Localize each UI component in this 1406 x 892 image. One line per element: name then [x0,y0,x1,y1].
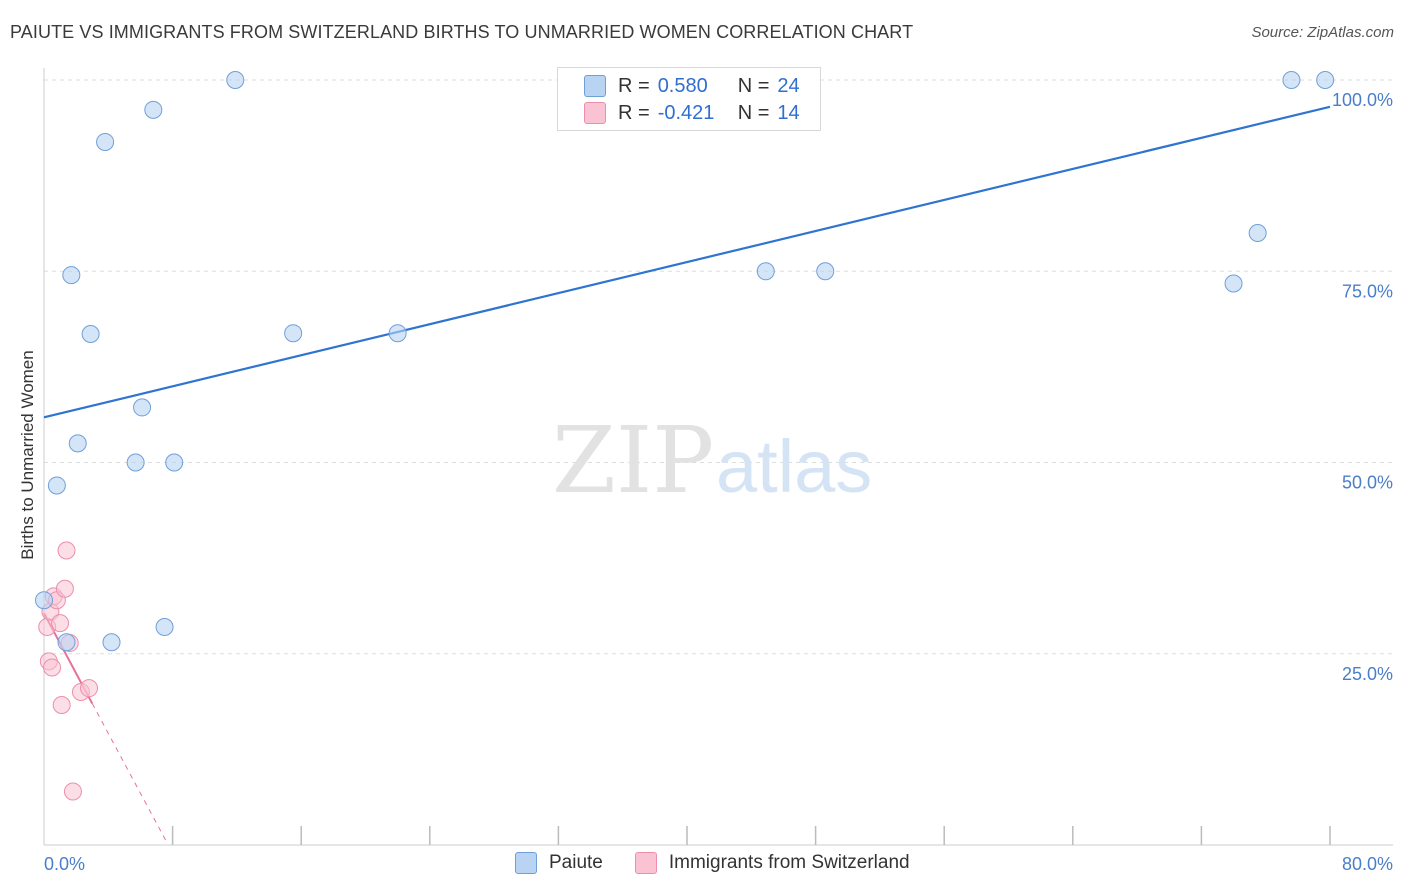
legend-r-value-swiss: -0.421 [657,101,715,124]
point-paiute [102,633,121,652]
point-paiute [155,617,174,636]
legend-r-label: R = [618,74,650,97]
legend-item-swiss[interactable]: Immigrants from Switzerland [634,852,910,874]
legend-label-swiss: Immigrants from Switzerland [668,852,910,873]
x-tick-label-max: 80.0% [1342,854,1393,874]
y-axis-title: Births to Unmarried Women [18,350,37,559]
legend-item-paiute[interactable]: Paiute [515,852,603,874]
point-paiute [126,453,145,472]
point-paiute [226,71,245,89]
point-paiute [35,591,53,610]
y-tick-label: 25.0% [1342,664,1393,684]
point-paiute [1248,224,1267,242]
legend-n-label: N = [737,101,770,124]
legend-label-paiute: Paiute [549,852,603,873]
point-paiute [756,262,775,281]
point-paiute [816,262,835,281]
point-paiute [62,266,81,285]
series-legend: Paiute Immigrants from Switzerland [515,852,942,874]
point-paiute [1282,71,1301,89]
stats-legend: R = 0.580 N = 24 R = -0.421 N = 14 [557,67,821,131]
point-paiute [68,434,87,453]
grid-lines [44,79,1393,655]
axes [43,68,1393,846]
point-swiss [63,782,82,801]
watermark-atlas: atlas [716,425,872,508]
point-swiss [57,541,76,560]
source-label: Source: ZipAtlas.com [1251,24,1394,41]
point-swiss [51,614,70,633]
legend-row-paiute: R = 0.580 N = 24 [584,74,800,98]
point-paiute [284,324,303,343]
legend-n-label: N = [737,74,770,97]
legend-n-value-paiute: 24 [777,74,800,97]
trend-line-swiss-extension [91,703,167,842]
legend-swatch-paiute [584,75,606,97]
chart-title: PAIUTE VS IMMIGRANTS FROM SWITZERLAND BI… [10,22,914,42]
point-paiute [133,398,152,417]
point-swiss [55,579,74,598]
point-swiss [43,658,62,677]
legend-swatch-paiute [515,852,537,874]
point-paiute [57,633,76,652]
point-paiute [1224,274,1243,293]
point-swiss [80,679,99,698]
trend-line-paiute [43,105,1331,419]
legend-swatch-swiss [634,852,657,874]
point-swiss [52,696,71,715]
watermark: ZIP atlas [552,407,872,514]
point-paiute [47,476,66,495]
point-paiute [81,324,100,343]
legend-n-value-swiss: 14 [777,101,800,124]
legend-row-swiss: R = -0.421 N = 14 [584,101,800,125]
y-tick-label: 75.0% [1342,281,1393,301]
axis-labels: 25.0% 50.0% 75.0% 100.0% 0.0% 80.0% [44,90,1393,874]
point-paiute [96,132,115,151]
x-tick-label-min: 0.0% [44,854,85,874]
point-paiute [165,453,184,472]
legend-swatch-swiss [584,102,606,124]
point-paiute [1316,71,1335,89]
y-tick-label: 100.0% [1332,90,1393,110]
point-paiute [388,324,407,343]
legend-r-value-paiute: 0.580 [657,74,708,97]
legend-r-label: R = [618,101,650,124]
watermark-zip: ZIP [552,407,714,514]
point-paiute [144,100,163,119]
y-tick-label: 50.0% [1342,473,1393,493]
